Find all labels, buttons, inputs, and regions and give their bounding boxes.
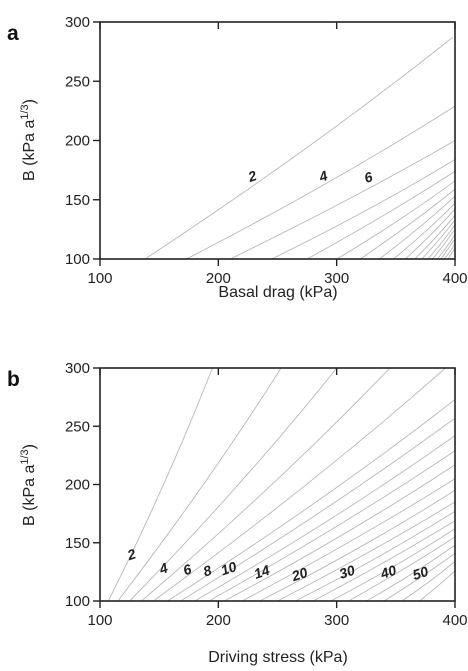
panel-b-x-tick-label: 400 <box>442 612 467 629</box>
panel-b-contour-label: 8 <box>201 562 214 580</box>
panel-b-y-tick-label: 200 <box>65 477 90 494</box>
panel-a-contour-line <box>427 224 456 260</box>
panel-a-contour-line <box>379 195 456 260</box>
panel-a-contour-line <box>414 214 456 260</box>
panel-b-contour-line <box>153 367 446 602</box>
panel-a-contour-line <box>306 170 456 260</box>
panel-b-contour-line <box>366 544 456 602</box>
panel-b-contour-label: 30 <box>337 562 357 582</box>
panel-a-x-axis-title: Basal drag (kPa) <box>218 284 337 301</box>
panel-b-contour-label: 14 <box>252 562 272 582</box>
panel-a-contour-line <box>421 219 456 260</box>
panel-b-y-tick-label: 100 <box>65 593 90 610</box>
panel-b-contour-label: 50 <box>410 563 430 583</box>
panel-b-contour-label: 10 <box>219 558 239 578</box>
panel-b-contour-line <box>277 501 456 602</box>
panel-b-contour-line <box>330 528 456 602</box>
panel-a-letter: a <box>7 22 19 45</box>
panel-a-x-tick-label: 400 <box>442 270 467 287</box>
panel-b-contour-line <box>348 536 456 602</box>
panel-a-contour-line <box>186 105 456 260</box>
panel-b-contour-line <box>295 510 456 602</box>
panel-a-contour-line <box>393 202 456 260</box>
panel-b-contour-line <box>107 367 213 602</box>
panel-b-y-tick-label: 250 <box>65 418 90 435</box>
panel-a-x-tick-label: 100 <box>87 270 112 287</box>
panel-a-contour-line <box>440 238 456 260</box>
panel-a-contours <box>144 37 456 260</box>
panel-b-x-axis-title: Driving stress (kPa) <box>208 649 348 666</box>
panel-b-contour-line <box>312 520 456 602</box>
panel-a-x-tick-label: 300 <box>324 270 349 287</box>
panel-a-y-axis-title: B (kPa a1/3) <box>19 99 38 181</box>
panel-b-contour-line <box>259 489 456 602</box>
panel-b-contour-line <box>167 399 456 602</box>
panel-b-contour-labels: 24 6 8 10 14 20 30 40 50 <box>124 545 430 584</box>
panel-a-x-tick-label: 200 <box>206 270 231 287</box>
panel-b-contour-line <box>241 478 456 602</box>
panel-b-contour-label: 4 <box>156 559 170 577</box>
panel-b-letter: b <box>7 368 20 391</box>
panel-b-y-tick-label: 300 <box>65 360 90 377</box>
panel-b-contour-label: 40 <box>378 562 399 582</box>
panel-a-ticks: 100 200 300 400 100 150 200 250 300 <box>65 14 468 287</box>
panel-a-contour-labels: 2 4 6 <box>245 167 374 186</box>
panel-b-contour-label: 20 <box>289 564 310 584</box>
panel-b-contour-line <box>224 464 456 602</box>
panel-b-contour-line <box>117 367 282 602</box>
panel-a-contour-line <box>336 180 456 260</box>
panel-a-contour-line <box>230 140 456 260</box>
panel-b-contour-line <box>419 570 456 602</box>
panel-a-contour-line <box>432 229 456 260</box>
panel-b-contour-label: 6 <box>181 561 194 579</box>
panel-b-y-axis-title: B (kPa a1/3) <box>19 444 38 526</box>
panel-a-y-tick-label: 300 <box>65 14 90 31</box>
panel-b-contours <box>107 367 456 602</box>
panel-b-contour-line <box>194 435 456 602</box>
panel-a-contour-label: 4 <box>316 167 330 185</box>
panel-a-y-tick-label: 100 <box>65 251 90 268</box>
panel-a-y-tick-label: 150 <box>65 192 90 209</box>
panel-b-contour-line <box>141 367 391 602</box>
panel-b-x-tick-label: 300 <box>324 612 349 629</box>
panel-a-contour-line <box>144 37 453 260</box>
panel-b-x-tick-label: 200 <box>206 612 231 629</box>
panel-b-contour-line <box>129 367 338 602</box>
panel-b-y-tick-label: 150 <box>65 535 90 552</box>
panel-a-y-tick-label: 250 <box>65 73 90 90</box>
panel-a-contour-label: 6 <box>362 168 375 186</box>
panel-b-contour-line <box>208 450 456 602</box>
panel-b-x-tick-label: 100 <box>87 612 112 629</box>
panel-a-contour-label: 2 <box>245 167 259 185</box>
panel-b-contour-line <box>180 417 456 602</box>
panel-a-y-tick-label: 200 <box>65 133 90 150</box>
panel-a-frame <box>99 21 456 260</box>
panel-b-contour-label: 2 <box>124 545 138 563</box>
panel-b-chart: b 100 200 300 400 100 150 200 250 300 24 6 8 10 14 20… <box>7 360 468 666</box>
panel-b-contour-line <box>401 561 456 602</box>
panel-b-contour-line <box>383 552 456 602</box>
panel-a-contour-line <box>404 208 456 260</box>
panel-a-contour-line <box>436 233 456 260</box>
panel-b-frame <box>99 367 456 602</box>
panel-a-contour-line <box>271 159 456 260</box>
panel-a-contour-line <box>360 188 456 260</box>
panel-a-chart: a 100 200 300 400 100 150 200 250 300 2 4 6 Basal … <box>7 14 468 301</box>
